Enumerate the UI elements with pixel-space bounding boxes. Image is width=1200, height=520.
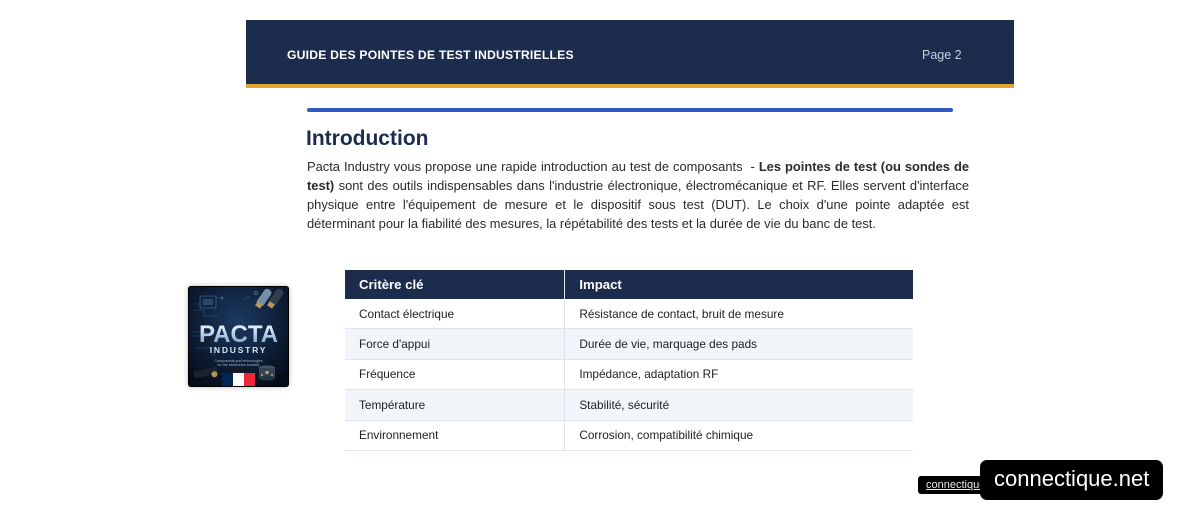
svg-text:for the electronics industry: for the electronics industry xyxy=(218,363,260,367)
svg-text:INDUSTRY: INDUSTRY xyxy=(210,345,268,355)
svg-text:PACTA: PACTA xyxy=(199,321,278,348)
